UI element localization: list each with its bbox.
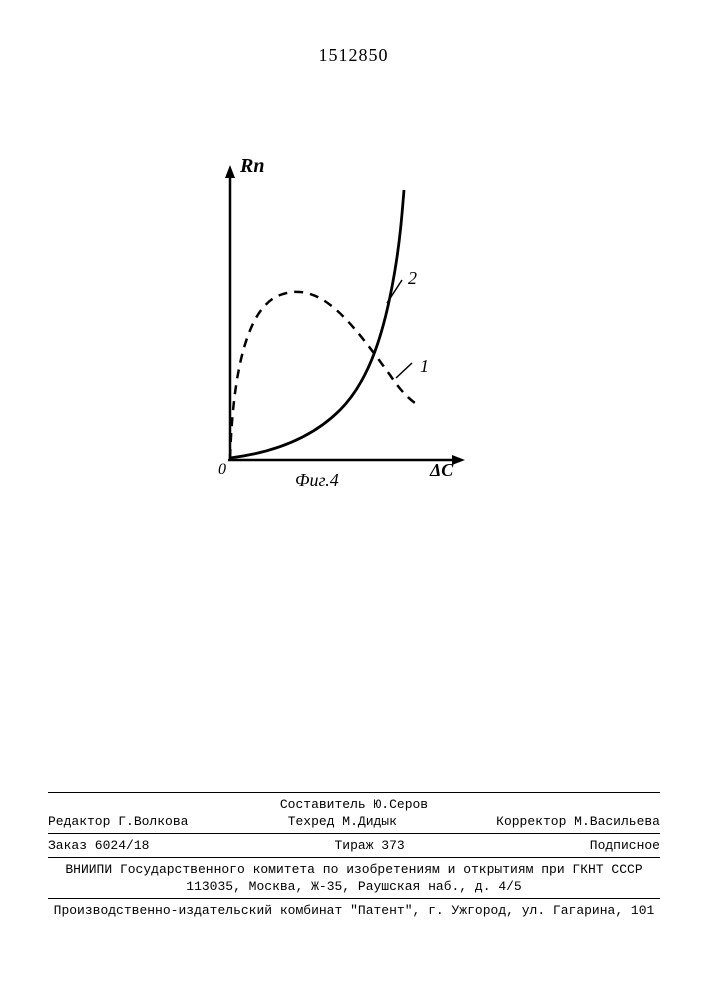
imprint-block: Составитель Ю.Серов Редактор Г.Волкова Т… bbox=[48, 788, 660, 920]
curve-1-label: 1 bbox=[420, 356, 429, 377]
origin-label: 0 bbox=[218, 461, 226, 478]
rule-4 bbox=[48, 898, 660, 899]
editor: Редактор Г.Волкова bbox=[48, 814, 188, 829]
order-row: Заказ 6024/18 Тираж 373 Подписное bbox=[48, 838, 660, 853]
rule-3 bbox=[48, 857, 660, 858]
y-axis-arrow bbox=[225, 165, 235, 178]
tirazh: Тираж 373 bbox=[334, 838, 404, 853]
corrector: Корректор М.Васильева bbox=[496, 814, 660, 829]
curve-2-label: 2 bbox=[408, 268, 417, 289]
chart-figure-4: 0 Rп ΔС Фиг.4 1 2 bbox=[180, 160, 480, 500]
podpisnoe: Подписное bbox=[590, 838, 660, 853]
curve-2 bbox=[230, 190, 404, 458]
credits-row: Редактор Г.Волкова Техред М.Дидык Коррек… bbox=[48, 814, 660, 829]
compiler-line: Составитель Ю.Серов bbox=[48, 797, 660, 812]
prod-line: Производственно-издательский комбинат "П… bbox=[48, 903, 660, 918]
y-axis-label: Rп bbox=[240, 155, 264, 178]
rule-top bbox=[48, 792, 660, 793]
x-axis-arrow bbox=[452, 455, 465, 465]
page-number: 1512850 bbox=[319, 45, 389, 66]
x-axis-label: ΔС bbox=[430, 460, 453, 481]
chart-svg: 0 bbox=[180, 160, 480, 500]
org-line-1: ВНИИПИ Государственного комитета по изоб… bbox=[48, 862, 660, 877]
leader-2 bbox=[387, 280, 402, 303]
rule-2 bbox=[48, 833, 660, 834]
curve-1 bbox=[230, 292, 415, 458]
leader-1 bbox=[396, 363, 412, 378]
org-line-2: 113035, Москва, Ж-35, Раушская наб., д. … bbox=[48, 879, 660, 894]
figure-label: Фиг.4 bbox=[295, 470, 339, 491]
techred: Техред М.Дидык bbox=[288, 814, 397, 829]
order-number: Заказ 6024/18 bbox=[48, 838, 149, 853]
